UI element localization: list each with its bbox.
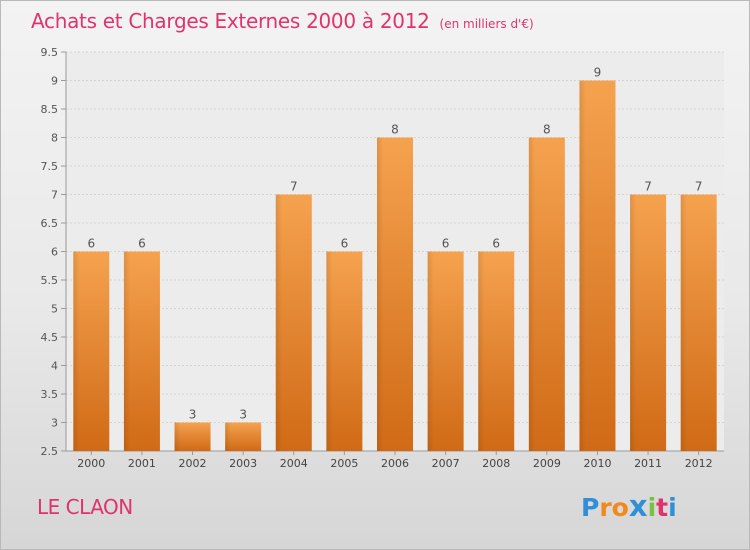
bar-value-label: 3	[189, 408, 197, 422]
bar-value-label: 3	[239, 408, 247, 422]
x-tick-label: 2000	[77, 457, 105, 470]
bar-shade	[579, 80, 586, 451]
bar-value-label: 6	[341, 237, 349, 251]
y-tick-label: 8.5	[41, 103, 59, 116]
proxiti-logo: Proxiti	[581, 489, 677, 523]
bar-shade	[174, 422, 181, 451]
bar-shade	[478, 251, 485, 451]
x-tick-label: 2001	[128, 457, 156, 470]
chart-heading: Achats et Charges Externes 2000 à 2012 (e…	[31, 9, 534, 33]
bar-value-label: 7	[695, 180, 703, 194]
x-tick-label: 2009	[533, 457, 561, 470]
y-tick-label: 9.5	[41, 46, 59, 59]
x-tick-label: 2011	[634, 457, 662, 470]
x-tick-label: 2012	[685, 457, 713, 470]
location-label: LE CLAON	[37, 495, 133, 519]
bar-value-label: 6	[492, 237, 500, 251]
bar-value-label: 8	[391, 123, 399, 137]
bar-shade	[73, 251, 80, 451]
x-tick-label: 2005	[330, 457, 358, 470]
x-tick-label: 2007	[432, 457, 460, 470]
chart-title: Achats et Charges Externes 2000 à 2012	[31, 9, 430, 33]
bar-value-label: 9	[594, 66, 602, 80]
bar-shade	[680, 194, 687, 451]
y-tick-label: 6.5	[41, 217, 59, 230]
bar-shade	[123, 251, 130, 451]
bar-shade	[630, 194, 637, 451]
bar-value-label: 7	[644, 180, 652, 194]
y-tick-label: 7	[51, 189, 58, 202]
y-tick-label: 6	[51, 246, 58, 259]
y-tick-label: 7.5	[41, 160, 59, 173]
bar-shade	[326, 251, 333, 451]
bar-shade	[427, 251, 434, 451]
y-tick-label: 9	[51, 75, 58, 88]
y-tick-label: 4	[51, 360, 58, 373]
bar-value-label: 6	[442, 237, 450, 251]
y-tick-label: 4.5	[41, 331, 59, 344]
x-tick-label: 2003	[229, 457, 257, 470]
y-tick-label: 3.5	[41, 388, 59, 401]
bar-shade	[225, 422, 232, 451]
bar-shade	[377, 137, 383, 451]
y-tick-label: 8	[51, 132, 58, 145]
bar-value-label: 8	[543, 123, 551, 137]
bar-value-label: 7	[290, 180, 298, 194]
x-tick-label: 2006	[381, 457, 409, 470]
bar-value-label: 6	[87, 237, 95, 251]
bar-value-label: 6	[138, 237, 146, 251]
y-tick-label: 3	[51, 417, 58, 430]
y-tick-label: 2.5	[41, 445, 59, 458]
x-tick-label: 2008	[482, 457, 510, 470]
x-tick-label: 2010	[583, 457, 611, 470]
y-tick-label: 5.5	[41, 274, 59, 287]
bar-shade	[275, 194, 282, 451]
chart-unit-label: (en milliers d'€)	[439, 17, 534, 31]
y-tick-label: 5	[51, 303, 58, 316]
x-tick-label: 2002	[179, 457, 207, 470]
x-tick-label: 2004	[280, 457, 308, 470]
bar-shade	[528, 137, 535, 451]
